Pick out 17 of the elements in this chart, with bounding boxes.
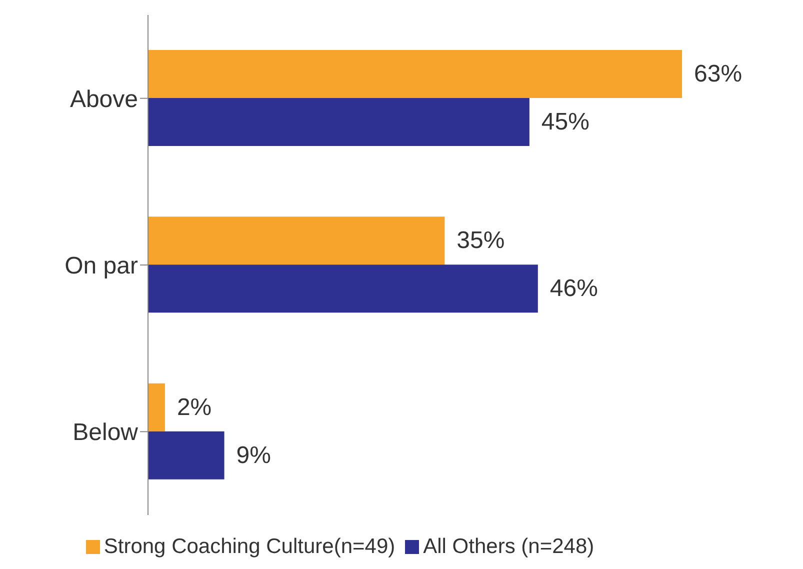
bar (148, 216, 445, 265)
bar (148, 98, 530, 146)
bar (148, 383, 165, 432)
bar (148, 264, 538, 313)
data-label: 63% (694, 60, 742, 88)
data-label: 35% (456, 227, 505, 254)
bar (148, 431, 224, 480)
y-tick-label: Below (72, 419, 139, 446)
data-label: 45% (541, 108, 590, 136)
data-label: 9% (236, 442, 271, 469)
y-tick-label: Above (70, 86, 138, 113)
bar (148, 50, 682, 98)
data-label: 46% (550, 275, 598, 302)
legend-label: Strong Coaching Culture(n=49) (104, 535, 396, 558)
y-tick-label: On par (64, 252, 138, 280)
legend-label: All Others (n=248) (423, 535, 594, 558)
data-label: 2% (176, 394, 212, 421)
